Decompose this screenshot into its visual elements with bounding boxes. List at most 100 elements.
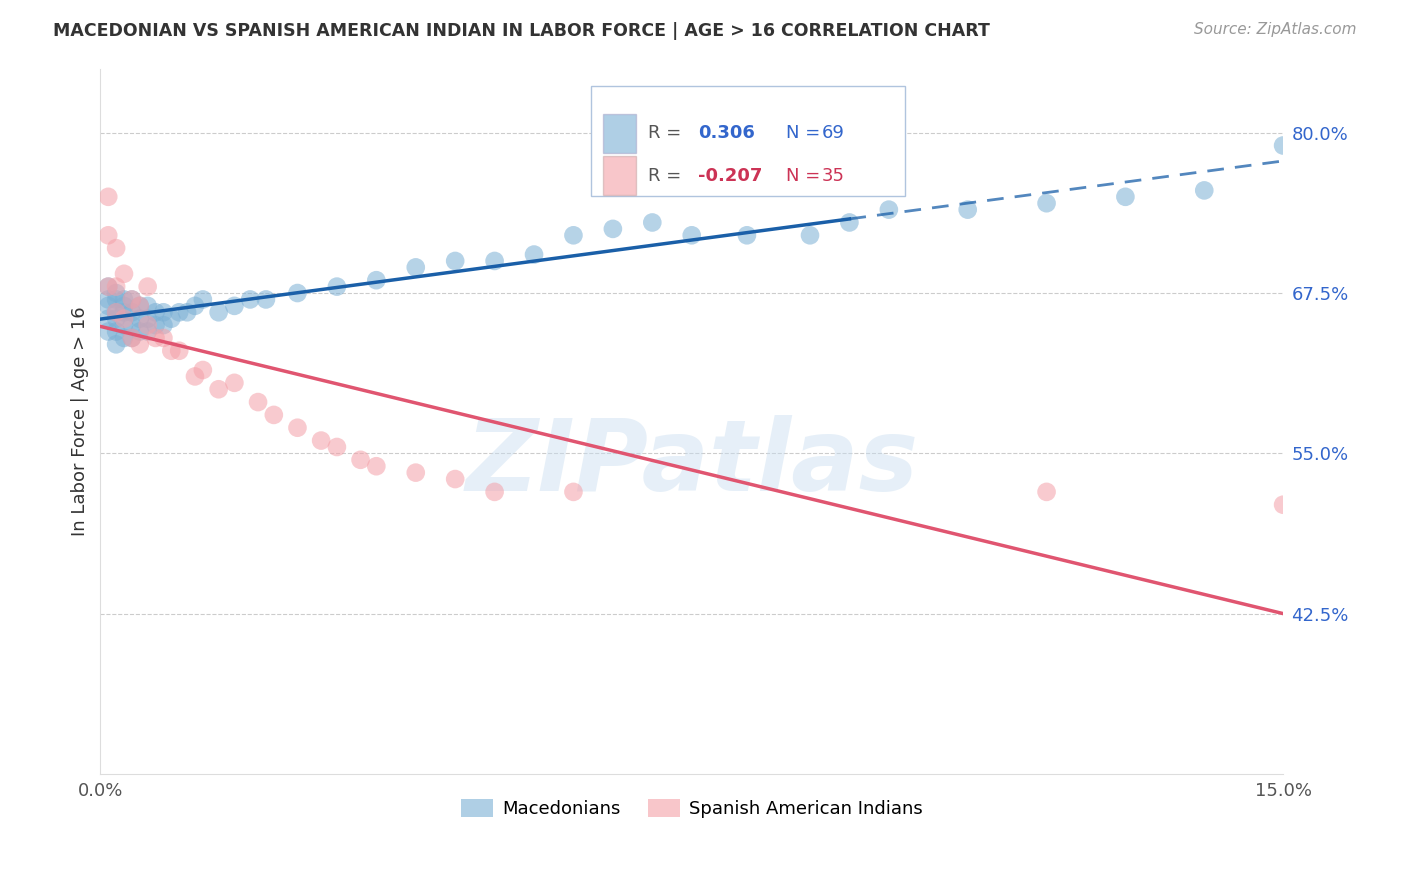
Text: R =: R = <box>648 124 688 142</box>
Point <box>287 421 309 435</box>
Point <box>207 305 229 319</box>
Point <box>326 440 349 454</box>
Point <box>121 318 143 332</box>
Point <box>191 293 214 307</box>
Point <box>562 228 585 243</box>
Point <box>112 305 135 319</box>
Point <box>1035 484 1057 499</box>
Point <box>128 299 150 313</box>
Point <box>145 331 167 345</box>
Text: 0.306: 0.306 <box>697 124 755 142</box>
Y-axis label: In Labor Force | Age > 16: In Labor Force | Age > 16 <box>72 307 89 536</box>
Point <box>224 299 246 313</box>
Point <box>366 459 388 474</box>
Point <box>128 337 150 351</box>
Text: 69: 69 <box>823 124 845 142</box>
Point <box>326 279 349 293</box>
Point <box>145 305 167 319</box>
Point <box>641 215 664 229</box>
Text: 35: 35 <box>823 167 845 185</box>
Point <box>136 279 159 293</box>
FancyBboxPatch shape <box>603 114 636 153</box>
Text: N =: N = <box>786 167 827 185</box>
Point <box>112 311 135 326</box>
Point <box>184 299 207 313</box>
Point <box>105 311 128 326</box>
Point <box>97 325 120 339</box>
Point <box>112 267 135 281</box>
Point <box>97 293 120 307</box>
Point <box>128 299 150 313</box>
Text: Source: ZipAtlas.com: Source: ZipAtlas.com <box>1194 22 1357 37</box>
Point <box>239 293 262 307</box>
FancyBboxPatch shape <box>603 156 636 195</box>
Point <box>838 215 860 229</box>
Point <box>1272 498 1295 512</box>
Point <box>105 293 128 307</box>
Point <box>602 222 624 236</box>
Point <box>254 293 277 307</box>
Point <box>160 311 183 326</box>
Point <box>145 318 167 332</box>
Point <box>97 279 120 293</box>
Point <box>877 202 900 217</box>
Point <box>136 311 159 326</box>
Point <box>167 343 190 358</box>
Point <box>287 286 309 301</box>
Point <box>366 273 388 287</box>
Point <box>735 228 758 243</box>
Text: MACEDONIAN VS SPANISH AMERICAN INDIAN IN LABOR FORCE | AGE > 16 CORRELATION CHAR: MACEDONIAN VS SPANISH AMERICAN INDIAN IN… <box>53 22 990 40</box>
Point <box>136 318 159 332</box>
Text: R =: R = <box>648 167 688 185</box>
Point <box>309 434 332 448</box>
Point <box>112 318 135 332</box>
Point <box>184 369 207 384</box>
Point <box>956 202 979 217</box>
Point <box>121 293 143 307</box>
Point <box>484 254 506 268</box>
Point <box>191 363 214 377</box>
Point <box>136 299 159 313</box>
Point <box>112 299 135 313</box>
Point <box>152 305 174 319</box>
Point <box>105 286 128 301</box>
Point <box>112 331 135 345</box>
Point <box>207 382 229 396</box>
Point <box>1194 183 1216 197</box>
Point <box>105 279 128 293</box>
Point <box>128 325 150 339</box>
Point <box>105 305 128 319</box>
Point <box>105 241 128 255</box>
Point <box>263 408 285 422</box>
Point <box>224 376 246 390</box>
Point <box>405 260 427 275</box>
Point <box>799 228 821 243</box>
Point <box>121 331 143 345</box>
Text: N =: N = <box>786 124 827 142</box>
Text: ZIPatlas: ZIPatlas <box>465 415 918 512</box>
Point <box>523 247 546 261</box>
Text: -0.207: -0.207 <box>697 167 762 185</box>
Point <box>97 299 120 313</box>
Point <box>152 318 174 332</box>
Point <box>444 472 467 486</box>
Point <box>105 305 128 319</box>
Point <box>121 293 143 307</box>
Point <box>112 293 135 307</box>
Point <box>1272 138 1295 153</box>
Point <box>681 228 703 243</box>
Point <box>1114 190 1136 204</box>
Point <box>405 466 427 480</box>
Point <box>247 395 270 409</box>
Point <box>1035 196 1057 211</box>
Point <box>128 311 150 326</box>
Point <box>97 311 120 326</box>
Point <box>176 305 198 319</box>
Point <box>152 331 174 345</box>
Point <box>121 305 143 319</box>
Point <box>97 279 120 293</box>
Point <box>167 305 190 319</box>
Point <box>562 484 585 499</box>
FancyBboxPatch shape <box>591 87 904 195</box>
Point <box>105 325 128 339</box>
